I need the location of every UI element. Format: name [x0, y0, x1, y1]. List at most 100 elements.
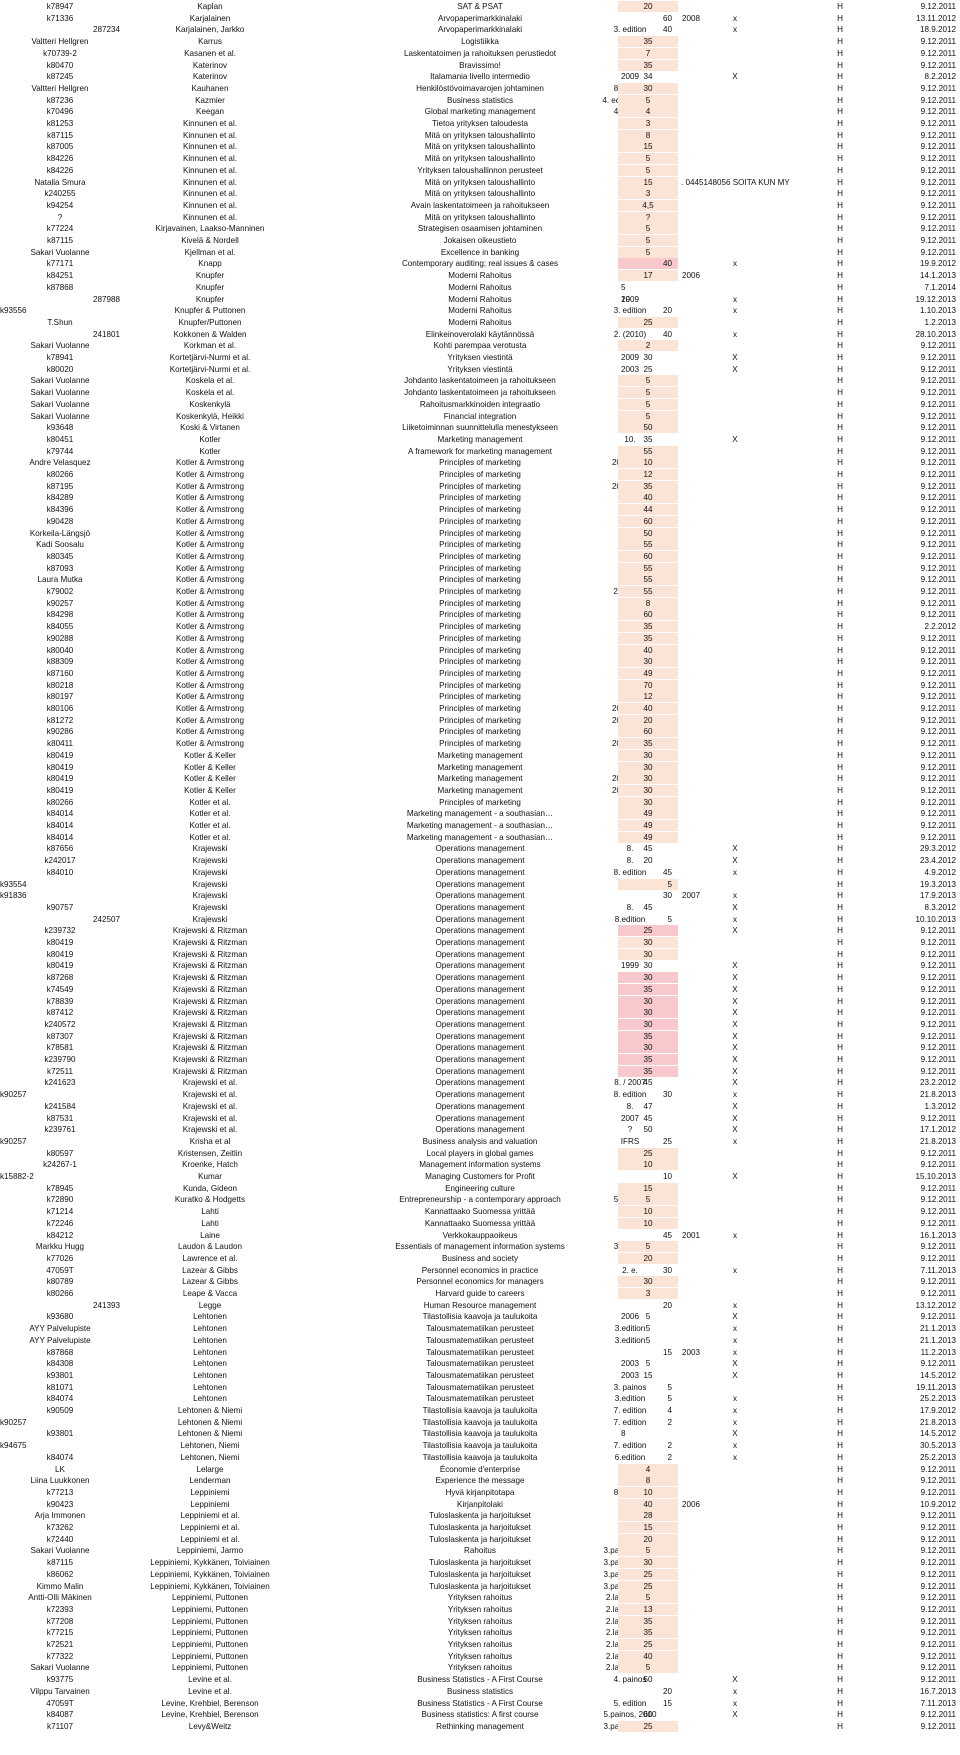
cell-quantity: 49 [618, 831, 678, 843]
table-row: k87195 Kotler & Armstrong Principles of ma… [0, 480, 960, 493]
cell-author: Levy&Weitz [188, 1721, 232, 1731]
cell-status: H [837, 1616, 843, 1626]
cell-status: H [837, 458, 843, 468]
table-row: k87115 Leppiniemi, Kykkänen, Toiviainen Tu… [0, 1557, 960, 1569]
cell-status: H [837, 1183, 843, 1193]
cell-mark: x [732, 891, 738, 901]
cell-quantity: 45 [643, 902, 653, 912]
cell-id: k90509 [46, 1406, 74, 1415]
cell-title: Business Statistics - A First Course [417, 1698, 543, 1708]
cell-id: Sakari Vuolanne [30, 388, 90, 398]
cell-author: Lehtonen [193, 1394, 227, 1404]
cell-edition: 2003 [681, 1347, 700, 1357]
cell-mark [700, 773, 770, 785]
cell-quantity: 8 [618, 597, 678, 609]
cell-id: k87195 [46, 481, 74, 491]
cell-mark [700, 95, 770, 107]
cell-id: k71107 [47, 1721, 73, 1731]
cell-status: H [837, 1359, 843, 1369]
cell-id: k81253 [46, 119, 74, 128]
cell-quantity: 47 [643, 1101, 653, 1111]
cell-title: Principles of marketing [439, 598, 521, 608]
table-row: k240255 Kinnunen et al. Mitä on yrityksen … [0, 188, 960, 200]
table-row: k72511 Krajewski & Ritzman Operations mana… [0, 1065, 960, 1078]
table-row: k88309 Kotler & Armstrong Principles of ma… [0, 656, 960, 668]
table-row: k87268 Krajewski & Ritzman Operations mana… [0, 972, 960, 984]
cell-quantity: 50 [643, 1125, 653, 1135]
cell-id: k93680 [46, 1312, 74, 1322]
cell-mark [700, 411, 770, 423]
cell-mark [700, 516, 770, 528]
cell-author: Kotler & Armstrong [176, 540, 244, 550]
cell-date: 9.12.2011 [920, 680, 956, 690]
cell-status: H [837, 1031, 843, 1041]
cell-date: 29.3.2012 [919, 844, 956, 854]
cell-mark [700, 153, 770, 165]
cell-quantity: 25 [618, 1580, 678, 1592]
cell-title: Rahoitusmarkkinoiden integraatio [419, 399, 541, 409]
cell-author: Kotler & Keller [184, 774, 236, 784]
table-row: k84212 Laine Verkkokauppaoikeus 2001 45 x H 16.… [0, 1230, 960, 1242]
cell-title: Bravissimo! [459, 60, 501, 70]
cell-author: Kotler et al. [189, 809, 231, 819]
cell-mark [700, 1499, 770, 1511]
table-row: 241801 Kokkonen & Walden Elinkeinoverolaki… [0, 329, 960, 341]
cell-title: Operations management [435, 926, 525, 936]
cell-author: Krajewski & Ritzman [172, 996, 248, 1006]
cell-edition: 8. / 2007 [614, 1078, 646, 1088]
cell-date: 21.8.2013 [919, 1090, 956, 1100]
cell-date: 9.12.2011 [920, 528, 956, 538]
cell-author: Leppiniemi, Jarmo [176, 1546, 244, 1556]
cell-id: k81071 [46, 1382, 74, 1392]
cell-quantity: 20 [643, 856, 653, 866]
cell-title: Operations management [435, 1125, 525, 1135]
table-row: k80411 Kotler & Armstrong Principles of ma… [0, 738, 960, 750]
cell-author: Leppiniemi, Puttonen [171, 1616, 249, 1626]
cell-mark: X [732, 1113, 738, 1123]
cell-quantity: 25 [618, 1720, 678, 1732]
cell-title: Yrityksen rahoitus [447, 1651, 513, 1661]
cell-author: Leppiniemi et al. [180, 1534, 240, 1544]
cell-title: Local players in global games [426, 1148, 534, 1158]
cell-title: Rethinking management [436, 1721, 524, 1731]
cell-title: Operations management [435, 1019, 525, 1029]
cell-quantity: 5 [667, 1382, 672, 1392]
cell-author: Karjalainen, Jarkko [175, 25, 245, 35]
cell-mark: x [732, 259, 738, 269]
cell-date: 9.12.2011 [920, 727, 956, 737]
cell-title: Operations management [435, 938, 525, 947]
cell-edition: 7. edition [613, 1406, 647, 1415]
cell-id: k87245 [46, 72, 74, 82]
cell-quantity: 15 [643, 1370, 653, 1380]
cell-date: 17.9.2013 [919, 891, 956, 901]
cell-author: Kotler & Armstrong [176, 704, 244, 713]
cell-date: 9.12.2011 [920, 1031, 956, 1041]
cell-date: 18.9.2012 [919, 25, 956, 35]
cell-author: Knupfer [195, 294, 225, 304]
table-row: k78941 Kortetjärvi-Nurmi et al. Yrityksen … [0, 352, 960, 364]
cell-quantity: 44 [618, 504, 678, 516]
cell-status: H [837, 715, 843, 725]
table-row: Arja Immonen Leppiniemi et al. Tuloslasken… [0, 1510, 960, 1522]
cell-status: H [837, 1499, 843, 1509]
cell-id: Kadi Soosalu [36, 540, 84, 550]
cell-quantity: 5 [618, 1194, 678, 1206]
cell-title: Operations management [435, 914, 525, 924]
cell-mark [700, 422, 770, 434]
table-row: k80419 Kotler & Keller Marketing managemen… [0, 773, 960, 785]
cell-status: H [837, 282, 843, 292]
cell-date: 7.1.2014 [924, 282, 956, 292]
cell-id: k77322 [46, 1651, 74, 1661]
cell-quantity: 30 [618, 1042, 678, 1054]
cell-date: 9.12.2011 [920, 598, 956, 608]
table-row: k93680 Lehtonen Tilastollisia kaavoja ja t… [0, 1311, 960, 1323]
cell-date: 9.12.2011 [920, 587, 956, 596]
table-row: k84226 Kinnunen et al. Yrityksen taloushal… [0, 164, 960, 177]
cell-title: Talousmatematiikan perusteet [426, 1324, 534, 1334]
cell-quantity: 55 [618, 445, 678, 457]
cell-status: H [837, 1569, 843, 1579]
cell-mark: X [732, 72, 738, 82]
cell-quantity: 25 [618, 1568, 678, 1580]
cell-quantity: 45 [643, 844, 653, 854]
cell-quantity: 3 [618, 1288, 678, 1299]
